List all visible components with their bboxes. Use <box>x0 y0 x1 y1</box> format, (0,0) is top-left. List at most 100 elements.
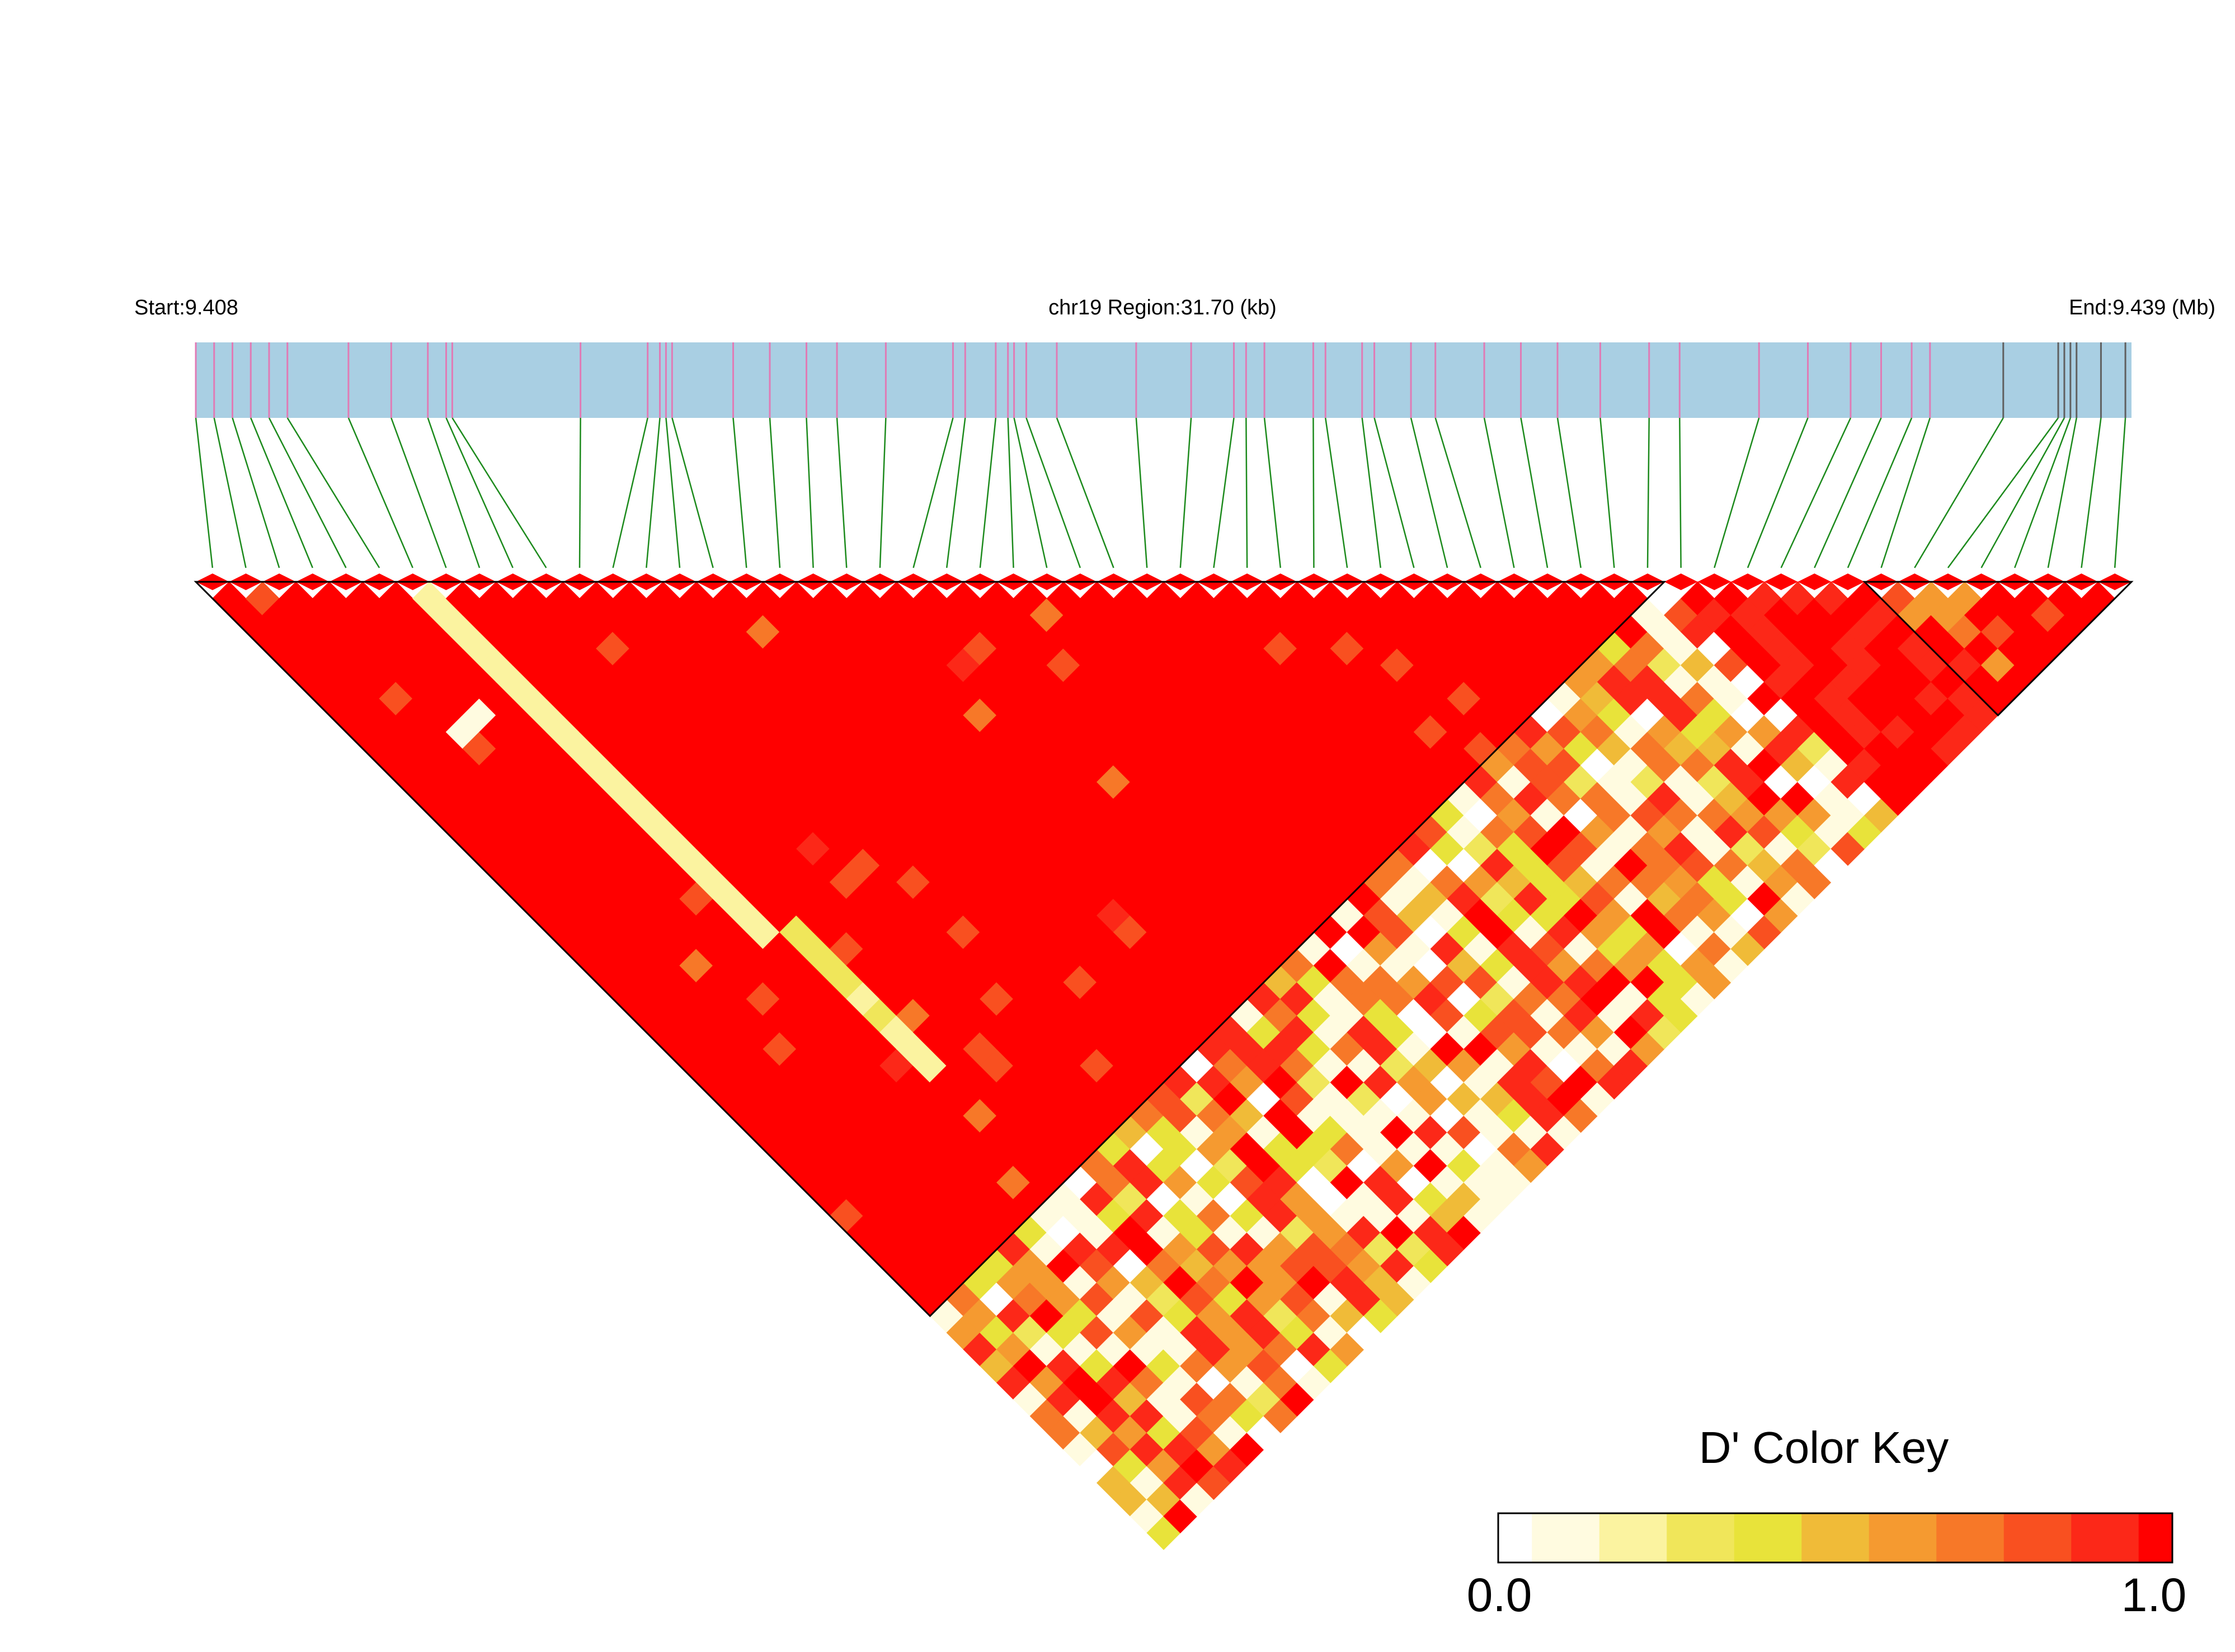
color-key-swatch <box>1515 1513 1533 1562</box>
color-key-gradient <box>1498 1513 2173 1562</box>
snp-connector <box>286 417 380 568</box>
snp-connector <box>646 417 661 568</box>
snp-connector <box>1847 417 1913 568</box>
color-key-frame <box>1497 1512 2173 1564</box>
color-key-swatch <box>2003 1513 2021 1562</box>
snp-connectors <box>195 417 2126 568</box>
start-label: Start:9.408 <box>134 296 238 319</box>
snp-connector <box>806 417 814 568</box>
gene-track <box>196 342 2132 418</box>
color-key-swatch <box>2105 1513 2123 1562</box>
snp-connector <box>912 417 954 568</box>
snp-connector <box>1361 417 1381 568</box>
color-key-swatch <box>2054 1513 2072 1562</box>
color-key-swatch <box>2071 1513 2089 1562</box>
color-key-swatch <box>2038 1513 2055 1562</box>
snp-connector <box>1980 417 2065 568</box>
snp-connector <box>195 417 214 568</box>
color-key-swatch <box>1903 1513 1921 1562</box>
snp-connector <box>769 417 781 568</box>
color-key-swatch <box>1801 1513 1819 1562</box>
snp-connector <box>1646 417 1650 568</box>
color-key-swatch <box>1549 1513 1566 1562</box>
color-key-swatch <box>1852 1513 1870 1562</box>
ld-block-outlines <box>194 581 2134 1317</box>
color-key-swatch <box>1835 1513 1853 1562</box>
diagonal-marker <box>1664 573 1698 590</box>
snp-connector <box>946 417 966 568</box>
ld-block-outline <box>1862 581 2134 717</box>
color-key-swatch <box>1734 1513 1752 1562</box>
snp-connector <box>2047 417 2077 568</box>
snp-connector <box>836 417 848 568</box>
ld-cells <box>196 573 2132 1550</box>
color-key-swatch <box>1599 1513 1617 1562</box>
color-key-swatch <box>1633 1513 1651 1562</box>
color-key-swatch <box>1717 1513 1735 1562</box>
snp-connector <box>1245 417 1248 568</box>
snp-connector <box>612 417 648 568</box>
snp-connector <box>1373 417 1415 568</box>
snp-connector <box>1556 417 1582 568</box>
end-label: End:9.439 (Mb) <box>2069 296 2215 319</box>
snp-connector <box>1056 417 1114 568</box>
color-key-swatch <box>1885 1513 1903 1562</box>
snp-connector <box>1263 417 1282 568</box>
snp-connector <box>1914 417 2004 568</box>
color-key-swatch <box>1582 1513 1600 1562</box>
color-key-min-label: 0.0 <box>1467 1569 1532 1621</box>
snp-connector <box>1814 417 1882 568</box>
diagonal-marker <box>1731 573 1765 590</box>
snp-connector <box>390 417 447 568</box>
snp-connector <box>1947 417 2059 568</box>
color-key-swatch <box>1768 1513 1786 1562</box>
snp-connector <box>1520 417 1549 568</box>
snp-connector <box>445 417 514 568</box>
snp-connector <box>1434 417 1481 568</box>
snp-connector <box>1013 417 1048 568</box>
color-key-swatch <box>1869 1513 1886 1562</box>
snp-connector <box>1213 417 1235 568</box>
snp-connector <box>451 417 547 568</box>
color-key-swatch <box>1532 1513 1550 1562</box>
snp-connector <box>1007 417 1014 568</box>
snp-connector <box>671 417 714 568</box>
snp-connector <box>1179 417 1192 568</box>
color-key-swatch <box>1498 1513 1516 1562</box>
color-key-swatch <box>2155 1513 2173 1562</box>
snp-connector <box>578 417 581 568</box>
snp-connector <box>427 417 481 568</box>
ld-block-outline <box>194 581 1667 1317</box>
snp-connector <box>1747 417 1809 568</box>
color-key-max-label: 1.0 <box>2121 1569 2187 1621</box>
color-key-swatch <box>1700 1513 1718 1562</box>
snp-connector <box>213 417 247 568</box>
snp-connector <box>1410 417 1448 568</box>
color-key-swatch <box>1970 1513 1988 1562</box>
snp-connector <box>979 417 997 568</box>
color-key-swatch <box>2020 1513 2038 1562</box>
color-key-swatch <box>1953 1513 1971 1562</box>
color-key-swatch <box>2138 1513 2156 1562</box>
snp-connector <box>1483 417 1515 568</box>
snp-connector <box>1025 417 1081 568</box>
snp-connector <box>1135 417 1148 568</box>
snp-connector <box>2114 417 2126 568</box>
color-key-swatch <box>1936 1513 1954 1562</box>
color-key-swatch <box>2088 1513 2106 1562</box>
snp-connector <box>1599 417 1615 568</box>
snp-connector <box>268 417 347 568</box>
color-key-swatch <box>1565 1513 1583 1562</box>
snp-connector <box>1312 417 1315 568</box>
snp-connector <box>250 417 313 568</box>
snp-connector <box>2014 417 2072 568</box>
snp-connector <box>665 417 681 568</box>
region-label: chr19 Region:31.70 (kb) <box>1048 296 1277 319</box>
color-key-swatch <box>1919 1513 1937 1562</box>
snp-connector <box>879 417 887 568</box>
snp-connector <box>232 417 280 568</box>
color-key-swatch <box>1785 1513 1803 1562</box>
color-key-swatch <box>1987 1513 2005 1562</box>
color-key-swatch <box>1683 1513 1701 1562</box>
